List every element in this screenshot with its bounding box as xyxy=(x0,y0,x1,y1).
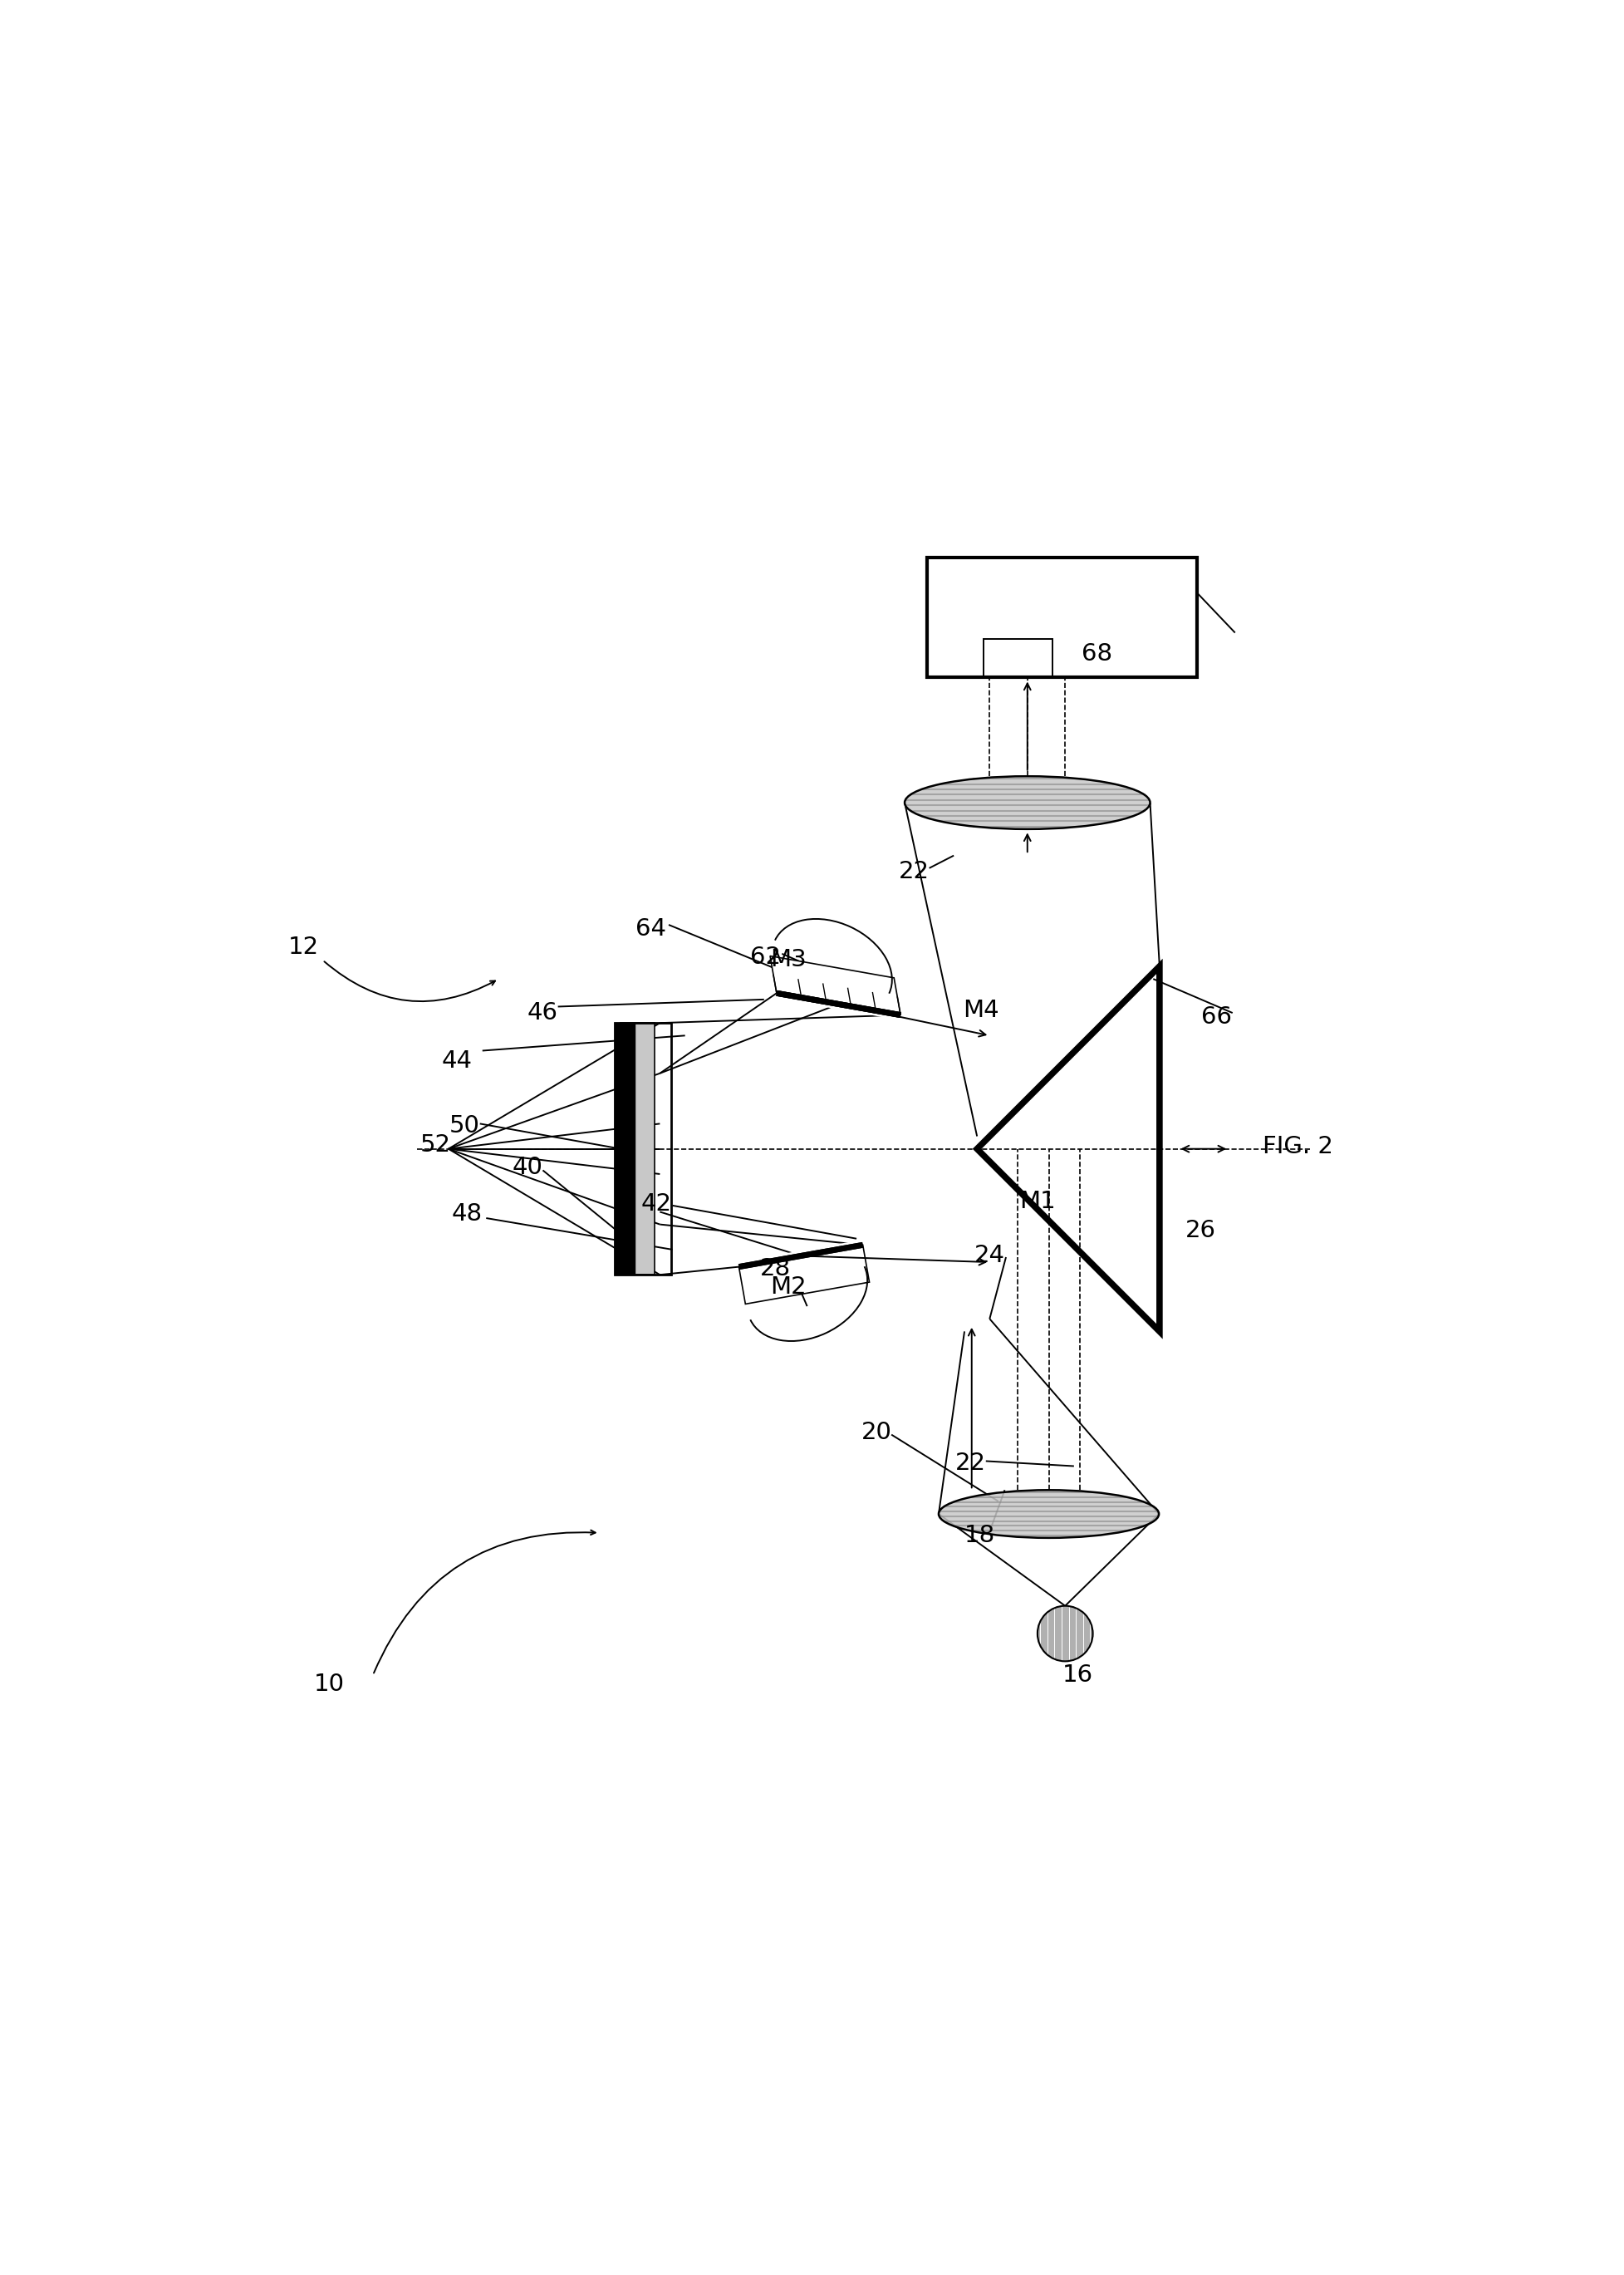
Text: 22: 22 xyxy=(955,1451,986,1474)
Text: 16: 16 xyxy=(1062,1663,1093,1686)
Text: 42: 42 xyxy=(641,1192,671,1215)
Circle shape xyxy=(1038,1606,1093,1661)
Bar xyxy=(983,639,1052,676)
Text: 68: 68 xyxy=(1082,642,1112,667)
Bar xyxy=(614,1024,671,1274)
Text: 26: 26 xyxy=(1186,1219,1216,1242)
Text: 52: 52 xyxy=(421,1133,451,1156)
Text: M4: M4 xyxy=(963,999,999,1021)
Text: 12: 12 xyxy=(289,935,318,960)
Text: 22: 22 xyxy=(898,860,929,883)
Text: 28: 28 xyxy=(760,1256,791,1281)
Text: 64: 64 xyxy=(635,917,666,940)
Polygon shape xyxy=(739,1244,869,1304)
Text: 40: 40 xyxy=(513,1156,542,1178)
Text: 20: 20 xyxy=(861,1420,892,1445)
Text: 48: 48 xyxy=(451,1203,482,1226)
Text: 62: 62 xyxy=(750,946,781,969)
Text: 50: 50 xyxy=(450,1115,481,1138)
Text: 18: 18 xyxy=(965,1524,996,1547)
Polygon shape xyxy=(770,956,901,1015)
Text: 46: 46 xyxy=(528,1001,559,1024)
Text: 66: 66 xyxy=(1200,1006,1231,1028)
Text: M1: M1 xyxy=(1020,1190,1056,1213)
Bar xyxy=(927,557,1197,676)
Text: 10: 10 xyxy=(313,1672,344,1695)
Ellipse shape xyxy=(939,1490,1160,1538)
Text: 24: 24 xyxy=(974,1244,1005,1267)
Text: M2: M2 xyxy=(770,1276,807,1299)
Text: FIG. 2: FIG. 2 xyxy=(1263,1135,1333,1158)
Bar xyxy=(614,1024,635,1274)
Ellipse shape xyxy=(905,776,1150,828)
Bar xyxy=(620,1024,654,1274)
Text: M3: M3 xyxy=(770,949,807,971)
Text: 44: 44 xyxy=(442,1049,473,1072)
